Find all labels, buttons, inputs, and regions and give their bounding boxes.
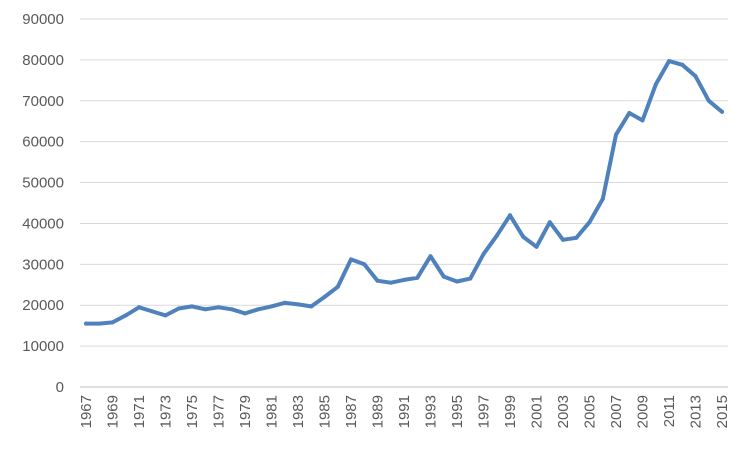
data-point [468, 276, 473, 281]
y-tick-label: 80000 [22, 52, 64, 69]
data-point [123, 313, 128, 318]
data-point [150, 309, 155, 314]
data-point [441, 274, 446, 279]
x-tick-label: 2005 [582, 395, 599, 428]
data-point [415, 275, 420, 280]
data-point [309, 304, 314, 309]
data-point [335, 284, 340, 289]
data-point [176, 306, 181, 311]
x-tick-label: 1985 [317, 395, 334, 428]
data-point [402, 277, 406, 282]
data-point [614, 132, 618, 137]
data-point [256, 307, 261, 312]
data-point [494, 233, 499, 238]
data-point [521, 234, 526, 239]
x-tick-label: 1999 [502, 395, 519, 428]
x-tick-label: 1969 [105, 395, 122, 428]
x-tick-label: 2003 [555, 395, 572, 428]
y-tick-label: 60000 [22, 134, 64, 151]
y-tick-label: 40000 [22, 215, 64, 232]
series-layer [84, 59, 724, 326]
data-point [137, 305, 141, 310]
x-tick-label: 1979 [237, 395, 254, 428]
x-tick-label: 1975 [184, 395, 201, 428]
y-tick-label: 30000 [22, 256, 64, 273]
y-axis-tick-labels: 0 10000 20000 30000 40000 50000 60000 70000 8000… [22, 11, 64, 396]
data-point [362, 262, 367, 267]
data-point [322, 295, 327, 299]
x-tick-label: 1997 [476, 395, 493, 428]
x-tick-label: 1981 [264, 395, 281, 428]
data-point [349, 257, 353, 262]
y-tick-label: 70000 [22, 93, 64, 110]
data-point [84, 321, 88, 326]
data-point [587, 220, 592, 225]
data-point [561, 237, 565, 242]
data-point [388, 280, 393, 285]
x-tick-label: 2009 [635, 395, 652, 428]
data-point [667, 59, 671, 64]
x-tick-label: 2013 [688, 395, 705, 428]
data-point [547, 220, 552, 225]
data-point [600, 196, 605, 201]
data-point [574, 235, 579, 240]
y-tick-label: 50000 [22, 175, 64, 192]
data-point [282, 300, 287, 305]
gridlines [80, 18, 728, 347]
data-point [534, 244, 539, 249]
data-point [375, 278, 380, 283]
data-point [680, 62, 685, 67]
data-point [190, 304, 194, 309]
data-point [508, 213, 512, 218]
x-tick-label: 1995 [449, 395, 466, 428]
data-point [269, 304, 274, 309]
x-tick-label: 2011 [661, 395, 678, 427]
x-axis-tick-labels: 1967 1969 1971 1973 1975 1977 1979 1981 1983 1985… [78, 395, 731, 428]
y-tick-label: 0 [56, 379, 64, 396]
data-point [720, 109, 724, 114]
x-tick-label: 1967 [78, 395, 95, 428]
x-tick-label: 1993 [423, 395, 440, 428]
x-tick-label: 2015 [714, 395, 731, 428]
x-tick-label: 2001 [529, 395, 546, 428]
data-point [296, 302, 300, 307]
x-tick-label: 1987 [343, 395, 360, 428]
y-tick-label: 10000 [22, 338, 64, 355]
data-point [428, 254, 433, 259]
x-tick-label: 1983 [290, 395, 307, 428]
x-tick-label: 1989 [370, 395, 387, 428]
data-point [243, 311, 247, 316]
data-point [706, 98, 711, 103]
data-point [455, 279, 459, 284]
data-point [163, 313, 168, 318]
data-point [216, 305, 221, 310]
data-point [203, 307, 208, 312]
data-point [229, 307, 234, 312]
data-point [481, 252, 486, 257]
data-point [97, 321, 102, 326]
data-point [110, 320, 115, 325]
x-tick-label: 2007 [608, 395, 625, 428]
data-point [627, 111, 632, 115]
x-tick-label: 1971 [131, 395, 148, 428]
x-tick-label: 1977 [211, 395, 228, 428]
x-tick-label: 1973 [158, 395, 175, 428]
y-tick-label: 90000 [22, 11, 64, 28]
y-tick-label: 20000 [22, 297, 64, 314]
x-tick-label: 1991 [396, 395, 413, 428]
data-point [693, 74, 698, 79]
data-point [640, 118, 645, 123]
data-point [653, 82, 658, 87]
